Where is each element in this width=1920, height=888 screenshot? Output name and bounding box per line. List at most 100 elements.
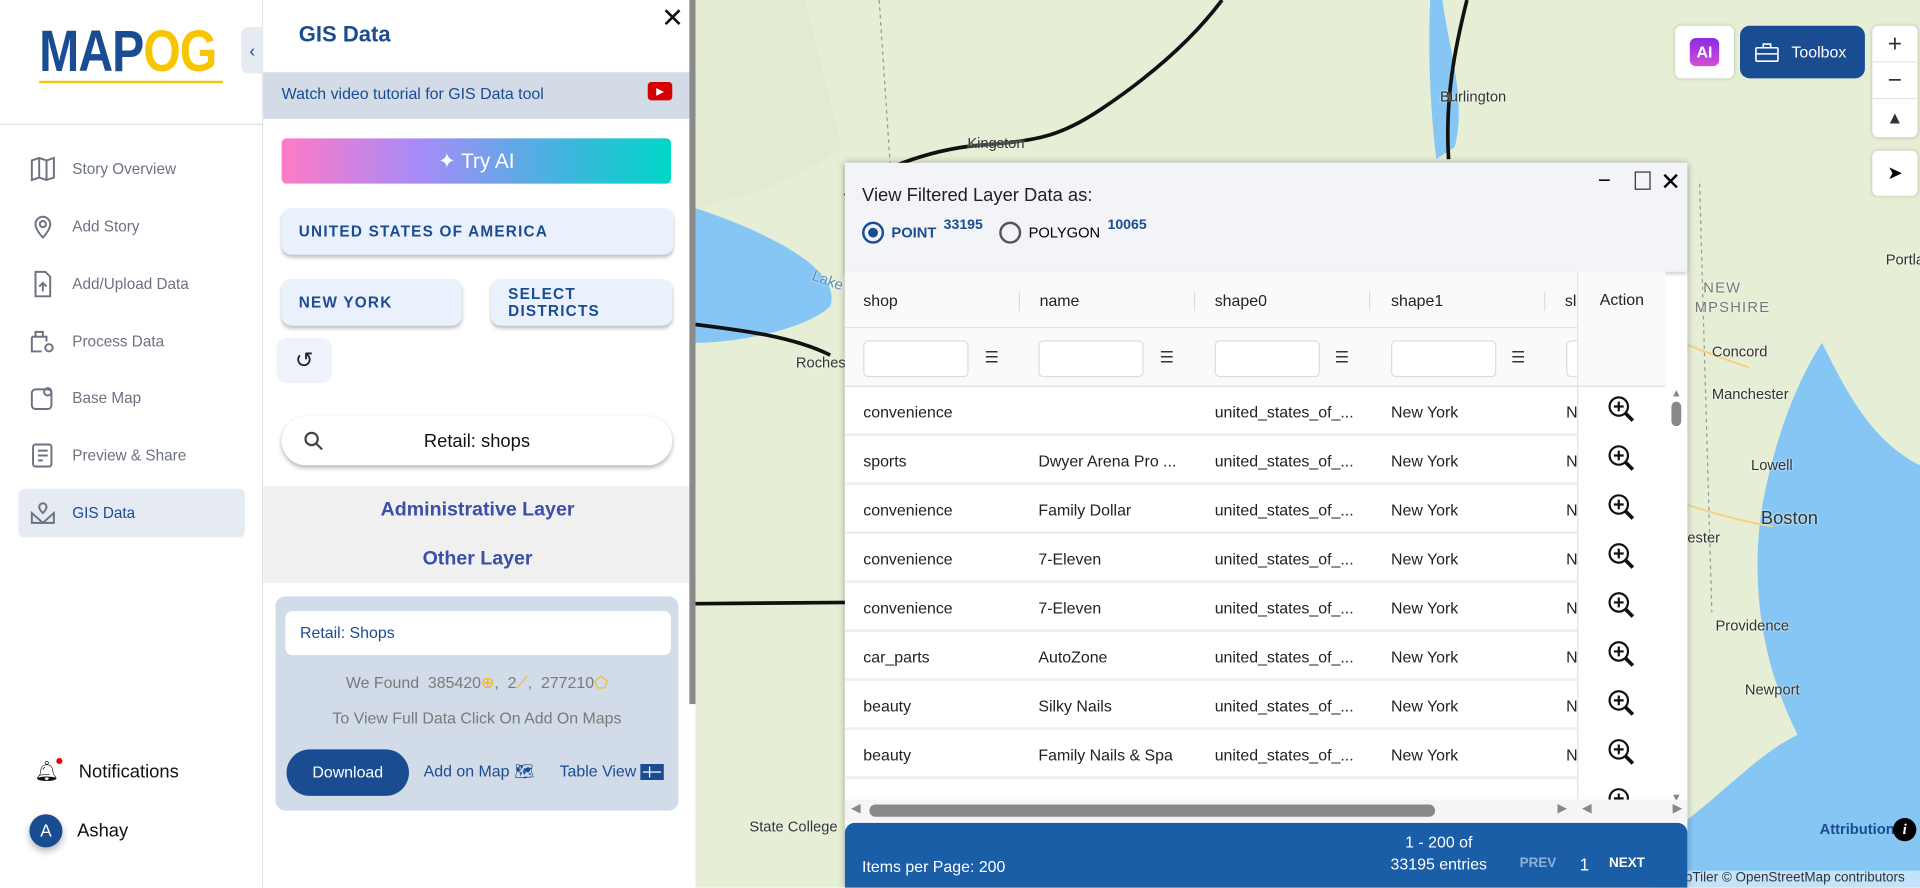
table-cell: AutoZone: [1038, 647, 1108, 667]
collapse-sidebar-button[interactable]: ‹: [241, 26, 264, 74]
table-row[interactable]: beauty Family Nails & Spa united_states_of…: [844, 730, 1578, 779]
column-header[interactable]: name: [1039, 291, 1080, 310]
map-label: Burlington: [1440, 88, 1507, 106]
items-per-page[interactable]: Items per Page: 200: [862, 857, 1006, 876]
table-cell: united_states_of_...: [1214, 402, 1354, 422]
filter-input[interactable]: [1038, 340, 1144, 378]
attribution-link[interactable]: Attribution: [1819, 820, 1895, 838]
table-row[interactable]: convenience Family Dollar united_states_of…: [844, 485, 1578, 534]
info-icon[interactable]: i: [1893, 817, 1917, 842]
reset-icon[interactable]: ↺: [276, 337, 332, 384]
zoom-to-feature-icon[interactable]: [1578, 730, 1665, 779]
zoom-out-button[interactable]: −: [1872, 62, 1918, 100]
close-modal-icon[interactable]: ✕: [1660, 168, 1681, 196]
sidebar-item-label: Story Overview: [72, 160, 177, 178]
vertical-scrollbar[interactable]: ▲ ▼: [1670, 386, 1682, 804]
add-on-map-button[interactable]: Add on Map 🗺︎: [423, 761, 535, 781]
administrative-layer-tab[interactable]: Administrative Layer: [380, 499, 575, 521]
sidebar-item-preview-share[interactable]: Preview & Share: [18, 431, 245, 480]
download-button[interactable]: Download: [286, 749, 409, 796]
filter-icon[interactable]: ☰: [1159, 347, 1174, 367]
ai-button[interactable]: AI: [1675, 25, 1734, 79]
filter-input[interactable]: [1391, 340, 1497, 378]
map-label: Providence: [1715, 617, 1790, 635]
table-row[interactable]: convenience 7-Eleven united_states_of_... N…: [844, 534, 1578, 583]
table-cell: car_parts: [863, 647, 930, 667]
table-cell: N: [1566, 745, 1578, 765]
table-cell: convenience: [863, 500, 953, 520]
sidebar-item-add-upload-data[interactable]: Add/Upload Data: [18, 260, 245, 309]
locate-button[interactable]: ➤: [1872, 150, 1918, 196]
table-cell: N: [1566, 500, 1578, 520]
column-header[interactable]: sl: [1564, 291, 1577, 310]
user-profile[interactable]: A Ashay: [29, 814, 128, 848]
filter-input[interactable]: [863, 340, 969, 378]
sidebar-item-story-overview[interactable]: Story Overview: [18, 144, 245, 193]
found-summary: We Found 385420⊕, 2⟋, 277210⬠: [345, 673, 608, 692]
layer-search-input[interactable]: Retail: shops: [281, 416, 673, 466]
point-radio[interactable]: POINT 33195: [862, 218, 983, 244]
action-header: Action: [1578, 271, 1666, 329]
horizontal-scrollbar[interactable]: ◀ ▶ ◀ ▶: [844, 799, 1688, 822]
table-cell: New York: [1391, 549, 1459, 569]
sidebar-item-add-story[interactable]: Add Story: [18, 202, 245, 251]
compass-icon[interactable]: ▲: [1886, 107, 1904, 128]
polygon-radio[interactable]: POLYGON 10065: [999, 218, 1147, 244]
table-row[interactable]: sports Dwyer Arena Pro ... united_states_o…: [844, 436, 1578, 485]
toolbox-icon: [1755, 42, 1779, 62]
maximize-icon[interactable]: [1634, 171, 1651, 190]
column-header[interactable]: shape0: [1214, 291, 1267, 310]
next-button[interactable]: NEXT: [1608, 855, 1645, 871]
sidebar-item-base-map[interactable]: Base Map: [18, 373, 245, 422]
filter-icon[interactable]: ☰: [1334, 347, 1349, 367]
zoom-to-feature-icon[interactable]: [1578, 534, 1665, 583]
logo-underline: [39, 80, 223, 84]
table-cell: N: [1566, 696, 1578, 716]
try-ai-button[interactable]: ✦ Try AI: [281, 138, 672, 184]
table-view-button[interactable]: Table View: [560, 762, 664, 781]
table-row[interactable]: car_parts AutoZone united_states_of_... New…: [844, 632, 1578, 681]
youtube-icon[interactable]: ▶: [647, 82, 673, 101]
search-icon: [304, 431, 323, 451]
district-select[interactable]: SELECT DISTRICTS: [491, 279, 673, 326]
zoom-to-feature-icon[interactable]: [1578, 632, 1665, 681]
bell-icon: 🔔︎: [34, 757, 63, 783]
column-header[interactable]: shop: [863, 291, 898, 310]
other-layer-tab[interactable]: Other Layer: [422, 548, 533, 570]
sidebar-item-gis-data[interactable]: GIS Data: [18, 488, 245, 538]
mapog-logo[interactable]: MAPOG: [39, 19, 217, 85]
table-cell: united_states_of_...: [1214, 696, 1354, 716]
prev-button[interactable]: PREV: [1519, 855, 1557, 871]
sidebar-item-label: GIS Data: [72, 504, 136, 522]
filter-icon[interactable]: ☰: [984, 347, 999, 367]
layer-data-modal: View Filtered Layer Data as: − ✕ POINT 33…: [844, 162, 1688, 888]
zoom-to-feature-icon[interactable]: [1578, 485, 1665, 534]
close-panel-icon[interactable]: ✕: [661, 2, 684, 34]
zoom-to-feature-icon[interactable]: [1578, 436, 1665, 485]
zoom-in-button[interactable]: +: [1872, 26, 1918, 63]
table-row[interactable]: convenience 7-Eleven united_states_of_... N…: [844, 583, 1578, 632]
zoom-to-feature-icon[interactable]: [1578, 583, 1665, 632]
zoom-to-feature-icon[interactable]: [1578, 681, 1665, 730]
avatar: A: [29, 814, 63, 848]
column-header[interactable]: shape1: [1391, 291, 1444, 310]
zoom-to-feature-icon[interactable]: [1578, 387, 1665, 436]
minimize-icon[interactable]: −: [1597, 167, 1611, 193]
table-row[interactable]: convenience united_states_of_... New York N: [844, 387, 1578, 436]
panel-scrollbar[interactable]: [689, 0, 696, 705]
table-cell: N: [1566, 647, 1578, 667]
modal-title: View Filtered Layer Data as:: [862, 184, 1093, 206]
sidebar-item-process-data[interactable]: Process Data: [18, 317, 245, 366]
filter-input[interactable]: [1214, 340, 1321, 378]
map-label: NEW: [1703, 279, 1742, 297]
table-row[interactable]: beauty Silky Nails united_states_of_... New…: [844, 681, 1578, 730]
sidebar-item-label: Base Map: [72, 389, 142, 407]
toolbox-button[interactable]: Toolbox: [1740, 25, 1865, 79]
line-icon: ⟋: [516, 673, 528, 692]
country-select[interactable]: UNITED STATES OF AMERICA: [281, 208, 674, 255]
table-cell: N: [1566, 549, 1578, 569]
video-tutorial-link[interactable]: Watch video tutorial for GIS Data tool: [263, 72, 690, 119]
state-select[interactable]: NEW YORK: [281, 279, 462, 326]
notifications-button[interactable]: 🔔︎ Notifications: [34, 757, 179, 783]
filter-icon[interactable]: ☰: [1511, 347, 1526, 367]
